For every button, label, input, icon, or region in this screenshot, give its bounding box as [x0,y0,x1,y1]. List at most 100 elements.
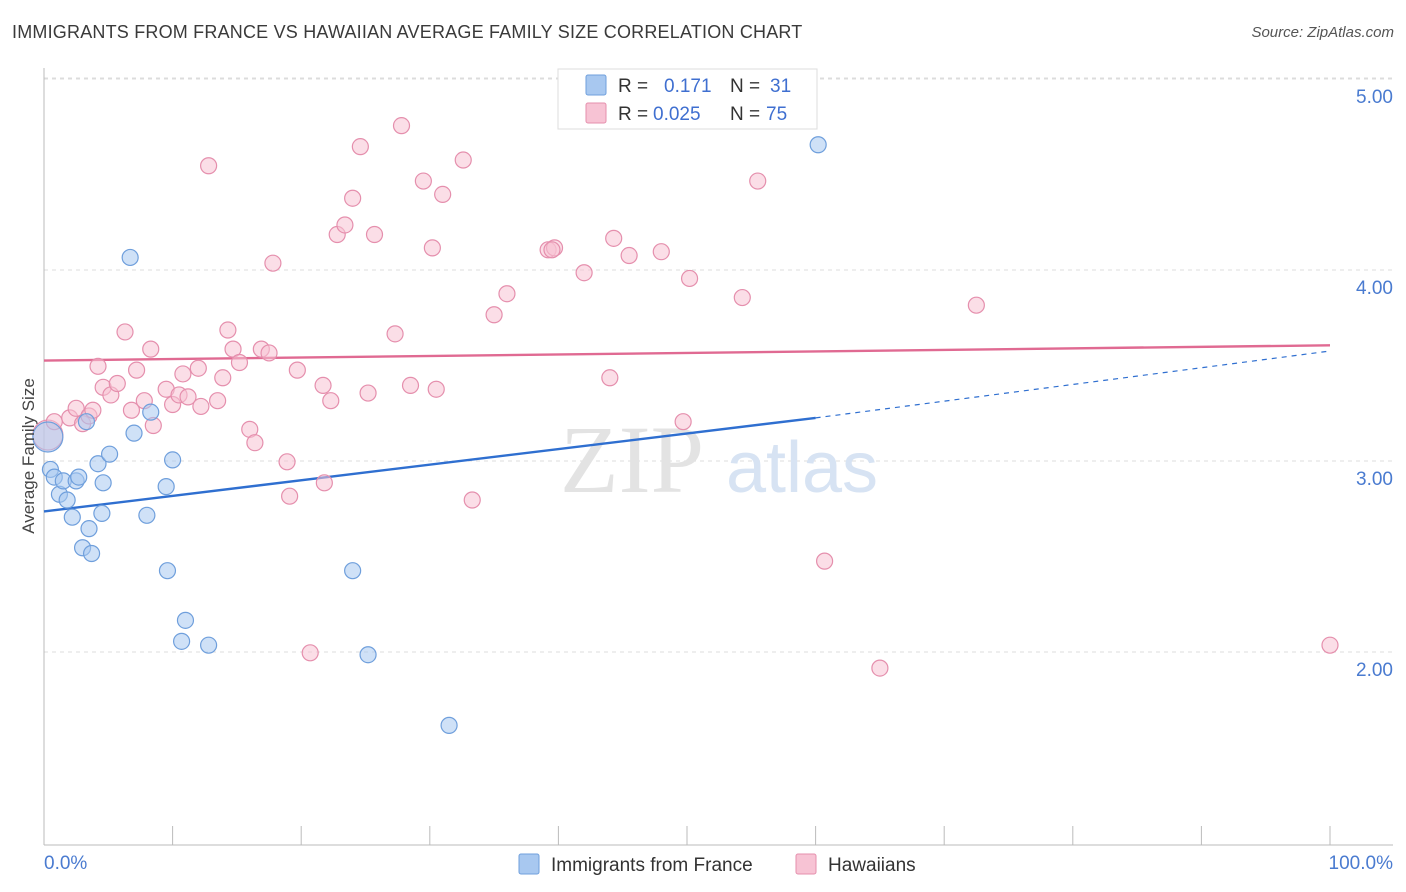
data-point-france [158,562,177,580]
data-point-hawaiians [1321,636,1339,654]
data-point-france [440,716,458,734]
data-point-hawaiians [108,374,126,393]
data-point-hawaiians [301,644,319,662]
data-point-hawaiians [89,357,107,375]
x-tick-labels: 0.0% 100.0% [44,853,1393,874]
data-point-hawaiians [264,254,282,272]
legend: R = 0.171 N = 31 R = 0.025 N = 75 [557,68,818,130]
data-point-hawaiians [401,376,420,395]
y-tick-label: 5.00 [1356,87,1393,108]
data-point-hawaiians [871,659,889,677]
data-point-hawaiians [652,243,670,261]
x-tick-label: 100.0% [1329,853,1394,874]
data-point-hawaiians [386,325,404,343]
y-tick-labels: 2.00 3.00 4.00 5.00 [1356,87,1393,681]
data-point-hawaiians [314,376,332,395]
data-point-hawaiians [315,474,333,492]
legend-n-label: N = [730,104,760,125]
legend-n-label: N = [730,76,760,97]
data-point-france [77,413,96,431]
data-point-france [63,508,81,526]
data-point-hawaiians [365,225,384,244]
data-point-france [142,403,160,421]
bottom-legend-swatch-france [518,853,540,875]
data-point-hawaiians [209,392,227,410]
chart-source: Source: ZipAtlas.com [1251,24,1394,41]
data-point-hawaiians [214,369,232,387]
data-point-hawaiians [230,353,249,372]
data-point-hawaiians [601,369,619,387]
data-point-france [89,455,107,473]
data-point-france [173,632,191,650]
data-point-hawaiians [344,189,362,207]
data-point-france [58,491,76,509]
data-point-france [344,562,362,580]
watermark-atlas: atlas [726,428,878,508]
data-point-france [82,544,101,563]
data-point-hawaiians [336,216,354,234]
y-axis-label: Average Family Size [19,378,38,534]
data-points [32,117,1339,734]
data-point-hawaiians [620,246,638,265]
data-point-hawaiians [288,361,306,379]
data-point-hawaiians [414,172,432,190]
data-point-hawaiians [423,239,441,257]
axes [43,68,1393,846]
data-point-hawaiians [427,380,445,398]
data-point-hawaiians [674,413,692,431]
data-point-hawaiians [485,306,503,324]
data-point-france [100,445,119,463]
data-point-hawaiians [142,340,160,358]
bottom-legend-swatch-hawaiians [795,853,817,875]
legend-swatch-hawaiians [585,102,607,124]
data-point-france [359,646,377,664]
data-point-hawaiians [454,151,472,169]
legend-n-value: 31 [770,76,791,97]
data-point-france [32,421,64,453]
trend-line [43,344,1331,362]
data-point-hawaiians [967,296,985,314]
data-point-france [200,636,218,654]
y-tick-label: 2.00 [1356,660,1393,681]
data-point-hawaiians [816,552,834,570]
data-point-hawaiians [543,241,561,259]
data-point-france [176,611,195,629]
data-point-hawaiians [174,365,192,383]
data-point-hawaiians [179,388,197,406]
data-point-hawaiians [122,401,141,419]
data-point-hawaiians [116,323,134,341]
legend-r-value: 0.171 [664,76,712,97]
legend-r-value: 0.025 [653,104,701,125]
data-point-france [164,451,182,469]
legend-r-label: R = [618,76,648,97]
data-point-hawaiians [749,172,767,190]
data-point-france [121,248,139,267]
data-point-hawaiians [189,359,207,377]
data-point-hawaiians [434,185,452,204]
data-point-hawaiians [246,434,264,452]
data-point-hawaiians [463,491,481,509]
data-point-hawaiians [498,285,516,303]
data-point-hawaiians [219,321,237,339]
data-point-hawaiians [281,487,299,505]
data-point-hawaiians [392,117,411,135]
data-point-france [80,520,98,538]
data-point-hawaiians [322,392,340,410]
data-point-hawaiians [67,399,85,417]
data-point-hawaiians [359,384,377,402]
watermark: ZIP atlas [560,406,878,513]
data-point-hawaiians [192,397,210,416]
data-point-france [93,504,111,522]
trend-line-extension [815,350,1331,419]
bottom-legend-label-france: Immigrants from France [551,855,753,876]
data-point-hawaiians [733,288,751,307]
bottom-legend: Immigrants from France Hawaiians [518,853,916,876]
bottom-legend-label-hawaiians: Hawaiians [828,855,916,876]
legend-r-label: R = [618,104,648,125]
data-point-hawaiians [127,361,146,379]
data-point-france [809,136,827,154]
trend-line [43,416,816,513]
y-tick-label: 3.00 [1356,469,1393,490]
data-point-hawaiians [351,138,369,156]
